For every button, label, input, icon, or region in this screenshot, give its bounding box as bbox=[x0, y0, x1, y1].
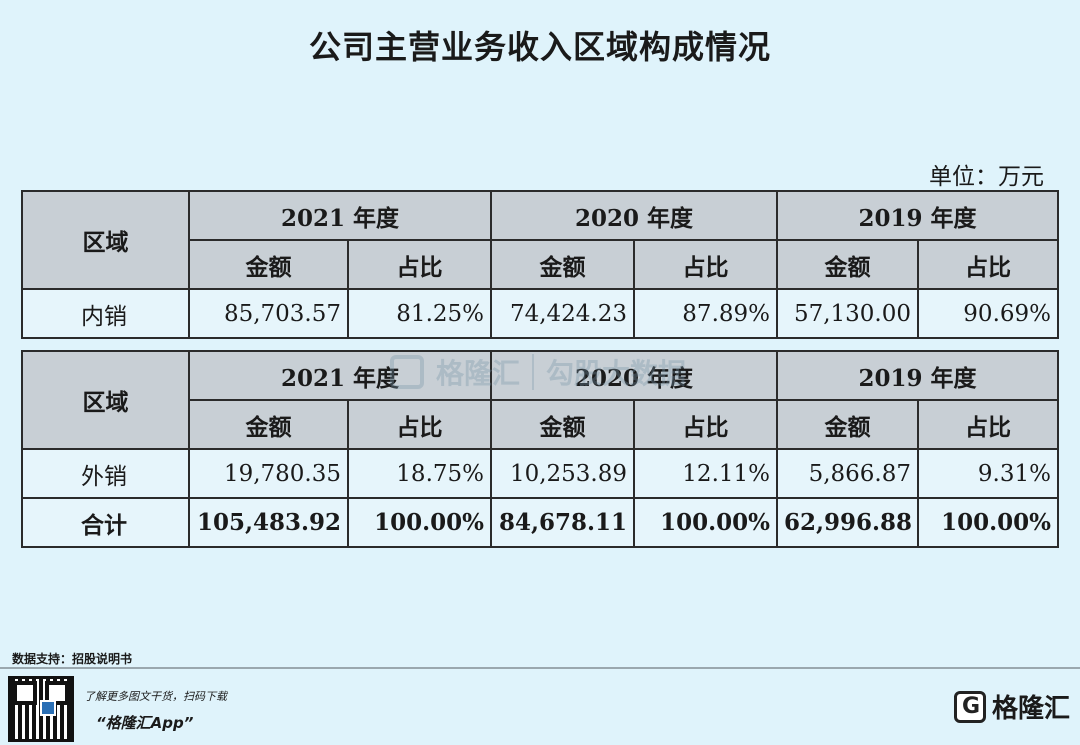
promo-text: 了解更多图文干货，扫码下载 bbox=[84, 690, 227, 703]
qr-logo-icon bbox=[40, 700, 56, 716]
table-row: 外销 19,780.35 18.75% 10,253.89 12.11% 5,8… bbox=[21, 448, 1059, 499]
value-cell: 85,703.57 bbox=[188, 288, 349, 339]
value-cell: 84,678.11 bbox=[490, 497, 635, 548]
value-cell: 81.25% bbox=[347, 288, 492, 339]
revenue-table-domestic: 区域 2021 年度 2020 年度 2019 年度 金额 占比 金额 占比 金… bbox=[21, 190, 1059, 339]
value-cell: 9.31% bbox=[917, 448, 1059, 499]
amount-header: 金额 bbox=[490, 399, 635, 450]
value-cell: 10,253.89 bbox=[490, 448, 635, 499]
value-cell: 74,424.23 bbox=[490, 288, 635, 339]
total-row: 合计 105,483.92 100.00% 84,678.11 100.00% … bbox=[21, 497, 1059, 548]
value-cell: 5,866.87 bbox=[776, 448, 919, 499]
amount-header: 金额 bbox=[490, 239, 635, 290]
region-header: 区域 bbox=[21, 190, 190, 290]
value-cell: 105,483.92 bbox=[188, 497, 349, 548]
year-header: 2020 年度 bbox=[490, 350, 778, 401]
value-cell: 19,780.35 bbox=[188, 448, 349, 499]
value-cell: 87.89% bbox=[633, 288, 778, 339]
year-header: 2019 年度 bbox=[776, 190, 1059, 241]
value-cell: 100.00% bbox=[917, 497, 1059, 548]
value-cell: 12.11% bbox=[633, 448, 778, 499]
year-header: 2021 年度 bbox=[188, 190, 492, 241]
amount-header: 金额 bbox=[776, 399, 919, 450]
share-header: 占比 bbox=[347, 239, 492, 290]
amount-header: 金额 bbox=[188, 399, 349, 450]
page-title: 公司主营业务收入区域构成情况 bbox=[308, 28, 771, 66]
value-cell: 18.75% bbox=[347, 448, 492, 499]
share-header: 占比 bbox=[633, 399, 778, 450]
region-header: 区域 bbox=[21, 350, 190, 450]
table-row: 内销 85,703.57 81.25% 74,424.23 87.89% 57,… bbox=[21, 288, 1059, 339]
year-header: 2020 年度 bbox=[490, 190, 778, 241]
region-cell: 内销 bbox=[21, 288, 190, 339]
share-header: 占比 bbox=[917, 399, 1059, 450]
value-cell: 90.69% bbox=[917, 288, 1059, 339]
region-cell: 合计 bbox=[21, 497, 190, 548]
divider bbox=[0, 667, 1080, 669]
amount-header: 金额 bbox=[776, 239, 919, 290]
value-cell: 57,130.00 bbox=[776, 288, 919, 339]
value-cell: 100.00% bbox=[633, 497, 778, 548]
share-header: 占比 bbox=[917, 239, 1059, 290]
value-cell: 62,996.88 bbox=[776, 497, 919, 548]
app-name: “格隆汇App” bbox=[96, 714, 194, 732]
share-header: 占比 bbox=[347, 399, 492, 450]
year-header: 2021 年度 bbox=[188, 350, 492, 401]
year-header: 2019 年度 bbox=[776, 350, 1059, 401]
share-header: 占比 bbox=[633, 239, 778, 290]
brand-logo-icon bbox=[953, 690, 986, 723]
region-cell: 外销 bbox=[21, 448, 190, 499]
amount-header: 金额 bbox=[188, 239, 349, 290]
brand-name: 格隆汇 bbox=[991, 694, 1070, 724]
value-cell: 100.00% bbox=[347, 497, 492, 548]
revenue-table-export: 区域 2021 年度 2020 年度 2019 年度 金额 占比 金额 占比 金… bbox=[21, 350, 1059, 548]
unit-label: 单位：万元 bbox=[929, 164, 1044, 190]
qr-code-icon[interactable] bbox=[8, 676, 74, 742]
data-source: 数据支持：招股说明书 bbox=[12, 652, 133, 666]
brand-mark: 格隆汇 bbox=[953, 688, 1070, 725]
